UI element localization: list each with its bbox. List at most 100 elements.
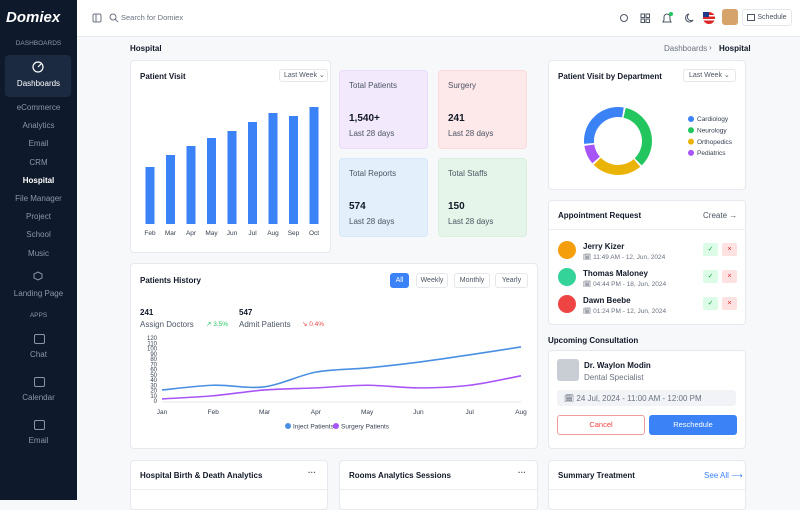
x-tick-label: May: [361, 409, 374, 416]
card-title: Appointment Request: [558, 211, 642, 220]
y-tick-label: 50: [150, 373, 157, 379]
time-text: 01:24 PM - 12, Jun, 2024: [593, 308, 667, 315]
menu-item[interactable]: CRM: [29, 157, 48, 167]
x-tick-label: Mar: [259, 409, 271, 416]
app-icon: [34, 334, 45, 344]
app-icon: [34, 420, 45, 430]
filter-dropdown[interactable]: Last Week ⌄: [683, 69, 736, 82]
legend-swatch: [285, 423, 291, 429]
x-tick-label: Jun: [227, 230, 238, 237]
patients-history-card: [130, 263, 538, 449]
card-title: Summary Treatment: [558, 471, 635, 480]
cancel-button[interactable]: Cancel: [557, 415, 645, 435]
menu-item[interactable]: Dashboards: [16, 79, 61, 88]
y-tick-label: 20: [150, 389, 157, 395]
legend-label: Inject Patients: [293, 423, 335, 430]
patient-avatar: [558, 241, 576, 259]
stat-value: 241: [448, 113, 465, 124]
menu-item[interactable]: School: [26, 230, 51, 240]
reject-button[interactable]: ×: [722, 243, 737, 256]
menu-item[interactable]: Email: [28, 436, 49, 445]
y-tick-label: 70: [150, 362, 157, 368]
donut-slice: [593, 157, 641, 176]
appointment-time: 🗓 04:44 PM - 18, Jun, 2024: [583, 281, 667, 288]
x-tick-label: Apr: [311, 409, 322, 416]
bar: [145, 167, 155, 224]
schedule-button[interactable]: Schedule: [742, 9, 792, 26]
y-tick-label: 120: [147, 336, 158, 342]
bar: [268, 113, 278, 224]
filter-dropdown[interactable]: Last Week ⌄: [279, 69, 328, 82]
divider: [549, 489, 745, 490]
menu-item[interactable]: Chat: [30, 350, 47, 359]
search-input[interactable]: Search for Domiex: [121, 13, 184, 22]
app-icon: [34, 377, 45, 387]
x-tick-label: Jan: [157, 409, 168, 416]
bar: [289, 116, 298, 224]
kpi-label: Assign Doctors: [140, 320, 194, 329]
menu-item[interactable]: Email: [28, 139, 49, 149]
tab[interactable]: Yearly: [495, 273, 528, 288]
breadcrumb-item[interactable]: Dashboards: [664, 44, 708, 53]
donut-slice: [584, 106, 624, 144]
accept-button[interactable]: ✓: [703, 297, 718, 310]
kpi-label: Admit Patients: [239, 320, 291, 329]
tab[interactable]: All: [390, 273, 409, 288]
x-tick-label: Feb: [144, 230, 156, 237]
patient-name: Dawn Beebe: [583, 296, 631, 305]
dashboard-icon: [32, 61, 44, 73]
schedule-label: Schedule: [757, 14, 787, 21]
tab[interactable]: Monthly: [454, 273, 490, 288]
x-tick-label: Apr: [186, 230, 197, 237]
x-tick-label: Feb: [208, 409, 220, 416]
patient-avatar: [558, 295, 576, 313]
card-title: Patients History: [140, 276, 201, 285]
menu-item[interactable]: Hospital: [22, 175, 55, 185]
time-text: 11:49 AM - 12, Jun, 2024: [593, 254, 666, 261]
stat-period: Last 28 days: [448, 217, 494, 226]
patient-avatar: [558, 268, 576, 286]
y-tick-label: 110: [147, 341, 157, 347]
menu-item[interactable]: Project: [26, 212, 51, 222]
topbar-icons: [620, 12, 715, 24]
bar: [248, 122, 257, 224]
reject-button[interactable]: ×: [722, 270, 737, 283]
y-tick-label: 10: [150, 394, 157, 400]
doctor-avatar: [557, 359, 579, 381]
menu-item[interactable]: eCommerce: [16, 103, 61, 112]
accept-button[interactable]: ✓: [703, 243, 718, 256]
landing-icon: [33, 271, 43, 281]
create-label: Create: [703, 211, 728, 220]
appointment-time: 🗓 01:24 PM - 12, Jun, 2024: [583, 308, 667, 315]
see-all-link[interactable]: See All ⟶: [704, 471, 743, 480]
stat-card: [339, 70, 428, 149]
x-tick-label: May: [205, 230, 218, 237]
menu-item[interactable]: Landing Page: [13, 289, 64, 298]
user-avatar[interactable]: [722, 9, 738, 25]
create-link[interactable]: Create →: [703, 211, 738, 220]
reschedule-button[interactable]: Reschedule: [649, 415, 737, 435]
reject-button[interactable]: ×: [722, 297, 737, 310]
tab[interactable]: Weekly: [416, 273, 448, 288]
legend-swatch: [688, 116, 694, 122]
card-menu: ···: [518, 468, 526, 477]
consultation-time: 🗓 24 Jul, 2024 - 11:00 AM - 12:00 PM: [564, 394, 702, 403]
logo: Domiex: [6, 9, 61, 26]
y-tick-label: 90: [150, 352, 157, 358]
x-tick-label: Mar: [165, 230, 177, 237]
menu-toggle[interactable]: [92, 13, 102, 23]
stat-label: Total Patients: [349, 81, 398, 90]
menu-item[interactable]: Calendar: [22, 393, 55, 402]
menu-item[interactable]: File Manager: [15, 194, 62, 203]
legend-label: Surgery Patients: [341, 423, 390, 430]
y-tick-label: 40: [150, 378, 157, 384]
menu-item[interactable]: Analytics: [22, 121, 55, 131]
sidebar-section: APPS: [29, 312, 48, 319]
card-title: Rooms Analytics Sessions: [349, 471, 451, 480]
accept-button[interactable]: ✓: [703, 270, 718, 283]
time-text: 24 Jul, 2024 - 11:00 AM - 12:00 PM: [576, 394, 702, 403]
menu-item[interactable]: Music: [28, 248, 49, 258]
breadcrumb-item: Hospital: [719, 44, 751, 53]
card-menu: ···: [308, 468, 316, 477]
